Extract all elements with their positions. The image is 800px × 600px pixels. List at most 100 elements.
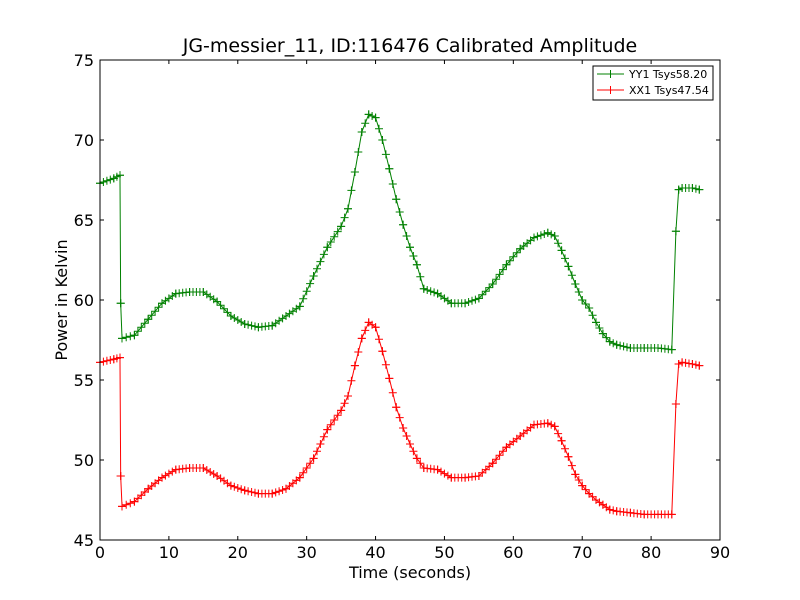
x-tick-label-90: 90 xyxy=(710,543,730,562)
x-tick-label-40: 40 xyxy=(365,543,385,562)
series-1-point-3 xyxy=(116,472,125,480)
series-0-point-53 xyxy=(640,344,649,352)
x-tick-label-60: 60 xyxy=(503,543,523,562)
y-tick-label-50: 50 xyxy=(74,451,94,470)
series-0-point-4 xyxy=(118,334,126,343)
series-0-point-1 xyxy=(109,174,118,183)
x-tick-label-70: 70 xyxy=(572,543,592,562)
series-1-point-32 xyxy=(419,464,428,472)
series-0-point-11 xyxy=(213,297,222,306)
series-1-point-25 xyxy=(371,323,380,332)
series-0-point-20 xyxy=(337,222,346,231)
series-0-point-56 xyxy=(671,227,680,236)
series-1-point-56 xyxy=(671,400,680,408)
series-0-point-22 xyxy=(350,168,359,176)
series-0-point-25 xyxy=(371,113,380,122)
series-0-point-8 xyxy=(171,289,180,298)
series-1-point-16 xyxy=(282,484,290,493)
legend-label-xx1: XX1 Tsys47.54 xyxy=(629,84,709,97)
series-0 xyxy=(96,110,704,354)
series-1-point-59 xyxy=(688,360,697,368)
series-1-point-26 xyxy=(378,347,387,356)
series-0-point-30 xyxy=(406,243,414,252)
series-1-point-60 xyxy=(695,361,704,370)
series-1-point-52 xyxy=(626,508,635,517)
series-1-point-13 xyxy=(240,486,249,495)
series-1-point-2 xyxy=(116,353,124,362)
series-1-point-51 xyxy=(612,507,621,516)
series-1-point-34 xyxy=(447,473,456,482)
series-1-point-57 xyxy=(674,360,683,368)
legend-marker-yy1 xyxy=(606,70,615,78)
series-0-point-5 xyxy=(130,331,139,340)
series-0-point-45 xyxy=(571,280,580,288)
series-layer xyxy=(96,110,704,519)
series-0-point-37 xyxy=(488,280,497,288)
series-0-point-2 xyxy=(116,171,124,180)
legend: YY1 Tsys58.20 XX1 Tsys47.54 xyxy=(592,65,714,101)
series-0-point-17 xyxy=(295,302,304,311)
series-1-point-10 xyxy=(199,464,208,472)
series-0-point-6 xyxy=(144,315,153,324)
series-0-point-60 xyxy=(695,185,704,194)
series-1-point-24 xyxy=(364,318,373,327)
series-1-point-11 xyxy=(213,472,222,480)
series-1-point-36 xyxy=(474,472,483,480)
series-0-point-14 xyxy=(254,323,263,332)
series-0-point-47 xyxy=(585,304,594,312)
series-0-point-59 xyxy=(688,184,697,192)
y-tick-label-55: 55 xyxy=(74,371,94,390)
series-1-point-1 xyxy=(109,355,118,364)
series-0-point-16 xyxy=(282,312,290,320)
series-1-point-43 xyxy=(557,436,566,445)
y-axis-label: Power in Kelvin xyxy=(52,239,71,360)
series-1-point-54 xyxy=(654,510,662,519)
series-1-point-49 xyxy=(598,500,607,509)
series-0-point-38 xyxy=(502,260,511,269)
x-tick-label-80: 80 xyxy=(641,543,661,562)
chart-title: JG-messier_11, ID:116476 Calibrated Ampl… xyxy=(182,35,638,57)
series-1-point-6 xyxy=(144,484,153,493)
series-1-point-28 xyxy=(392,403,401,412)
series-1-point-22 xyxy=(350,361,359,370)
series-0-point-54 xyxy=(654,344,662,352)
series-0-point-13 xyxy=(240,320,249,328)
series-1-point-21 xyxy=(344,392,352,400)
x-tick-label-50: 50 xyxy=(434,543,454,562)
series-1-point-27 xyxy=(385,374,394,383)
x-tick-label-0: 0 xyxy=(95,543,105,562)
series-0-point-19 xyxy=(323,243,332,252)
series-1-point-58 xyxy=(678,358,687,367)
series-1-point-20 xyxy=(337,406,346,415)
series-1-point-12 xyxy=(226,481,235,490)
series-0-point-26 xyxy=(378,136,387,144)
x-tick-label-20: 20 xyxy=(228,543,248,562)
series-0-point-50 xyxy=(605,337,614,346)
series-1-point-41 xyxy=(543,419,552,428)
series-1-point-19 xyxy=(323,425,332,434)
series-1-point-44 xyxy=(564,452,573,461)
series-1-point-14 xyxy=(254,489,263,498)
series-0-point-51 xyxy=(612,340,621,349)
x-axis-label: Time (seconds) xyxy=(348,563,471,582)
y-tick-label-65: 65 xyxy=(74,211,94,230)
series-1-point-7 xyxy=(158,473,166,482)
series-1-point-5 xyxy=(130,497,139,506)
y-tick-label-45: 45 xyxy=(74,531,94,550)
series-1-point-47 xyxy=(585,489,594,498)
series-1-point-42 xyxy=(550,422,559,431)
series-0-point-33 xyxy=(433,289,442,298)
series-1-point-8 xyxy=(171,465,180,474)
legend-box xyxy=(592,65,714,101)
legend-item-xx1: XX1 Tsys47.54 xyxy=(597,84,709,97)
series-1-point-40 xyxy=(530,420,538,429)
series-0-point-40 xyxy=(530,233,538,242)
series-1-point-35 xyxy=(461,473,470,482)
series-0-point-32 xyxy=(419,284,428,293)
series-1-point-45 xyxy=(571,470,580,479)
series-1-point-33 xyxy=(433,465,442,474)
legend-marker-xx1 xyxy=(606,86,615,94)
series-0-point-43 xyxy=(557,246,566,255)
series-0-point-24 xyxy=(364,110,373,119)
series-0-point-12 xyxy=(226,312,235,320)
